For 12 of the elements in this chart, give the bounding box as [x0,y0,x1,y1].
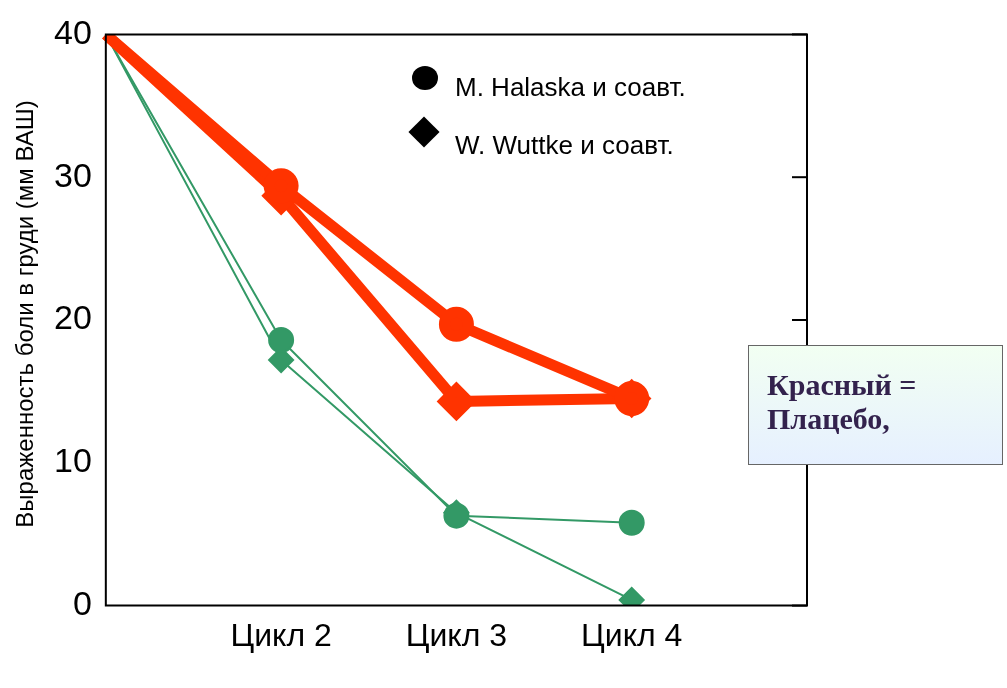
y-tick-label: 40 [53,12,92,51]
y-tick-label: 30 [53,155,92,194]
x-tick-label: Цикл 2 [230,616,332,653]
y-tick-label: 0 [72,583,92,622]
y-tick-label: 10 [53,441,92,480]
x-tick-label: Цикл 4 [581,616,683,653]
annotation: M. Halaska и соавт. [455,72,686,103]
y-tick-label: 20 [53,298,92,337]
annotation: W. Wuttke и соавт. [455,130,674,161]
y-axis-title: Выраженность боли в груди (мм ВАШ) [11,99,39,530]
text-box: Красный = Плацебо, [748,345,1003,465]
x-tick-label: Цикл 3 [405,616,508,653]
